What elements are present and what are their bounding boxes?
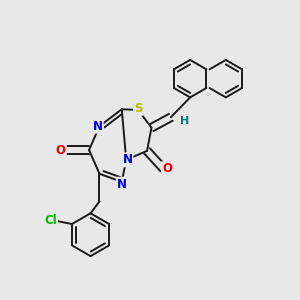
Text: N: N	[117, 178, 127, 191]
Text: N: N	[122, 153, 132, 166]
Text: N: N	[93, 120, 103, 133]
Text: O: O	[56, 143, 66, 157]
Text: S: S	[134, 102, 142, 115]
Text: H: H	[180, 116, 189, 126]
Text: Cl: Cl	[44, 214, 57, 227]
Text: O: O	[162, 162, 172, 175]
